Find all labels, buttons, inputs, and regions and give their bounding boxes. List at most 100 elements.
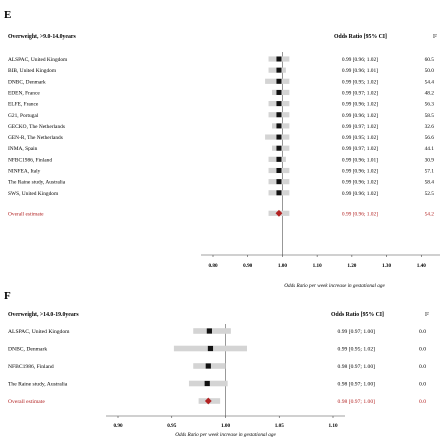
point-estimate xyxy=(276,145,282,151)
panel-label: F xyxy=(4,290,11,302)
x-tick-label: 0.90 xyxy=(113,423,122,429)
x-tick-label: 1.20 xyxy=(347,263,356,269)
ci-text: 0.99 [0.96; 1.02] xyxy=(342,191,378,197)
overall-label: Overall estimate xyxy=(8,211,44,217)
i2-value: 48.2 xyxy=(425,90,435,96)
overall-label: Overall estimate xyxy=(8,399,45,405)
x-tick-label: 1.00 xyxy=(221,423,230,429)
study-name: DNBC, Denmark xyxy=(8,347,47,353)
col-header-or: Odds Ratio [95% CI] xyxy=(334,34,387,40)
x-tick-label: 1.40 xyxy=(417,263,426,269)
panel-title: Overweight, >14.0-19.0years xyxy=(8,312,79,318)
study-name: ELFE, France xyxy=(8,102,39,108)
i2-value: 0.0 xyxy=(419,347,426,353)
study-name: G21, Portugal xyxy=(8,113,39,119)
point-estimate xyxy=(276,101,282,107)
point-estimate xyxy=(276,56,282,62)
i2-value: 58.5 xyxy=(425,113,435,119)
study-name: SWS, United Kingdom xyxy=(8,191,59,197)
point-estimate xyxy=(276,89,282,95)
study-name: DNBC, Denmark xyxy=(8,79,46,85)
study-name: The Raine study, Australia xyxy=(8,180,66,186)
study-name: The Raine study, Australia xyxy=(8,382,68,388)
ci-text: 0.99 [0.95; 1.02] xyxy=(342,79,378,85)
i2-value: 30.9 xyxy=(425,157,435,163)
x-tick-label: 0.90 xyxy=(243,263,252,269)
point-estimate xyxy=(206,328,212,334)
ci-text: 0.99 [0.96; 1.01] xyxy=(342,157,378,163)
x-tick-label: 0.95 xyxy=(167,423,176,429)
ci-text: 0.99 [0.96; 1.02] xyxy=(342,57,378,63)
point-estimate xyxy=(207,345,214,352)
ci-text: 0.99 [0.96; 1.02] xyxy=(342,169,378,175)
point-estimate xyxy=(276,78,282,84)
point-estimate xyxy=(204,380,210,387)
study-name: GEN-R, The Netherlands xyxy=(8,135,63,141)
col-header-i2: I² xyxy=(433,34,437,40)
study-name: GECKO, The Netherlands xyxy=(8,124,65,130)
study-name: ALSPAC, United Kingdom xyxy=(8,57,68,63)
col-header-or: Odds Ratio [95% CI] xyxy=(331,312,384,318)
point-estimate xyxy=(276,168,282,173)
i2-value: 0.0 xyxy=(419,329,426,335)
ci-text: 0.99 [0.95; 1.02] xyxy=(338,347,376,353)
panel-title: Overweight, >9.0-14.0years xyxy=(8,34,76,40)
overall-i2: 54.2 xyxy=(425,211,435,217)
x-tick-label: 1.10 xyxy=(328,423,337,429)
overall-diamond xyxy=(204,397,212,405)
point-estimate xyxy=(276,179,282,185)
i2-value: 52.5 xyxy=(425,191,435,197)
i2-value: 57.1 xyxy=(425,169,435,175)
x-tick-label: 0.80 xyxy=(208,263,217,269)
point-estimate xyxy=(276,123,282,129)
i2-value: 58.4 xyxy=(425,180,435,186)
study-name: NINFEA, Italy xyxy=(8,169,41,175)
col-header-i2: I² xyxy=(425,312,429,318)
overall-i2: 0.0 xyxy=(419,399,426,405)
ci-band xyxy=(193,328,231,334)
overall-diamond xyxy=(275,209,283,217)
ci-text: 0.98 [0.97; 1.00] xyxy=(338,364,376,370)
study-name: NFBC1986, Finland xyxy=(8,364,54,370)
x-tick-label: 1.10 xyxy=(313,263,322,269)
overall-ci-text: 0.98 [0.97; 1.00] xyxy=(338,399,376,405)
x-tick-label: 1.30 xyxy=(382,263,391,269)
x-axis-label: Odds Ratio per week increase in gestatio… xyxy=(175,432,276,438)
study-name: EDEN, France xyxy=(8,90,40,96)
ci-text: 0.99 [0.97; 1.02] xyxy=(342,146,378,152)
x-axis-label: Odds Ratio per week increase in gestatio… xyxy=(284,283,385,289)
x-tick-label: 1.05 xyxy=(275,423,284,429)
overall-ci-text: 0.99 [0.96; 1.02] xyxy=(342,211,378,217)
point-estimate xyxy=(276,190,282,196)
i2-value: 56.3 xyxy=(425,102,435,108)
point-estimate xyxy=(276,112,282,118)
i2-value: 0.0 xyxy=(419,382,426,388)
ci-text: 0.99 [0.96; 1.02] xyxy=(342,113,378,119)
ci-text: 0.99 [0.97; 1.00] xyxy=(338,329,376,335)
i2-value: 44.1 xyxy=(425,146,435,152)
study-name: ALSPAC, United Kingdom xyxy=(8,329,70,335)
ci-text: 0.99 [0.97; 1.02] xyxy=(342,90,378,96)
i2-value: 50.0 xyxy=(425,68,435,74)
point-estimate xyxy=(276,67,282,73)
point-estimate xyxy=(205,363,211,369)
point-estimate xyxy=(276,156,282,162)
point-estimate xyxy=(276,134,282,140)
ci-text: 0.99 [0.96; 1.02] xyxy=(342,102,378,108)
ci-text: 0.99 [0.97; 1.02] xyxy=(342,124,378,130)
study-name: NFBC1986, Finland xyxy=(8,157,52,163)
i2-value: 60.5 xyxy=(425,57,435,63)
x-tick-label: 1.00 xyxy=(278,263,287,269)
i2-value: 56.6 xyxy=(425,135,435,141)
i2-value: 0.0 xyxy=(419,364,426,370)
ci-text: 0.99 [0.96; 1.02] xyxy=(342,180,378,186)
i2-value: 54.4 xyxy=(425,79,435,85)
ci-text: 0.99 [0.96; 1.01] xyxy=(342,68,378,74)
study-name: BIB, United Kingdom xyxy=(8,68,57,74)
i2-value: 32.6 xyxy=(425,124,435,130)
ci-text: 0.99 [0.95; 1.02] xyxy=(342,135,378,141)
study-name: INMA, Spain xyxy=(8,146,38,152)
panel-label: E xyxy=(4,9,11,21)
ci-text: 0.98 [0.97; 1.00] xyxy=(338,382,376,388)
